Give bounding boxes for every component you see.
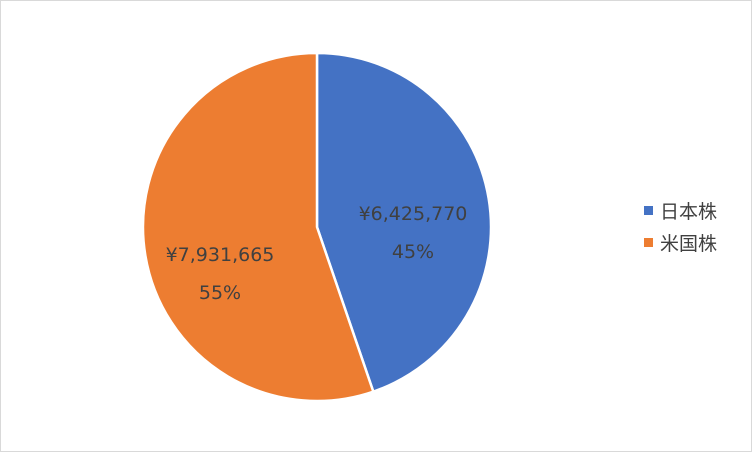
- data-labels: ¥6,425,770 45% ¥7,931,665 55%: [166, 203, 468, 304]
- legend: 日本株 米国株: [644, 194, 717, 258]
- legend-swatch-japan-stocks: [644, 205, 653, 215]
- slice-1-value-label: ¥7,931,665: [166, 244, 275, 266]
- slice-0-percent-label: 45%: [392, 241, 434, 263]
- slice-1-percent-label: 55%: [199, 282, 241, 304]
- pie-slices: [141, 51, 493, 403]
- pie-slice-1: [141, 51, 375, 403]
- pie-slice-0: [315, 51, 493, 393]
- legend-label-japan-stocks: 日本株: [660, 200, 718, 223]
- slice-0-value-label: ¥6,425,770: [359, 203, 468, 225]
- legend-label-us-stocks: 米国株: [660, 232, 718, 255]
- legend-item-japan-stocks: 日本株: [644, 194, 717, 226]
- legend-swatch-us-stocks: [644, 237, 653, 247]
- legend-item-us-stocks: 米国株: [644, 226, 717, 258]
